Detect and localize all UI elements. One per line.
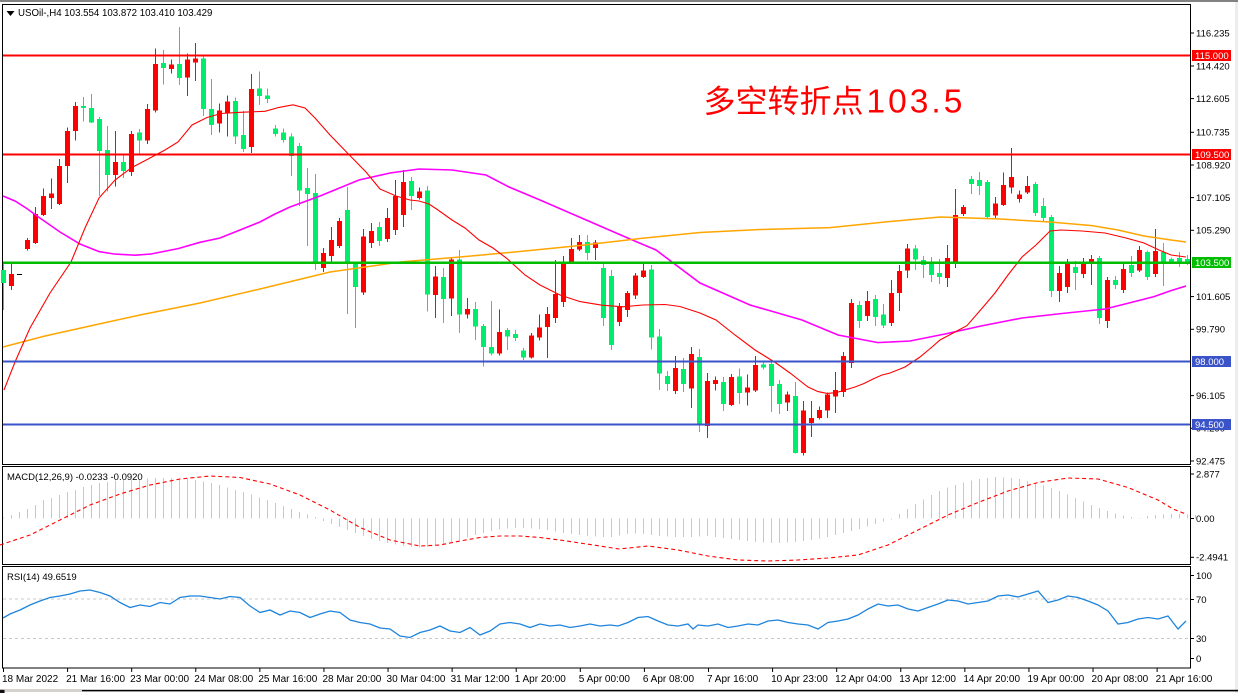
svg-text:13 Apr 12:00: 13 Apr 12:00 — [899, 674, 956, 685]
svg-text:107.105: 107.105 — [1196, 193, 1230, 204]
svg-text:108.920: 108.920 — [1196, 160, 1230, 171]
svg-text:5 Apr 00:00: 5 Apr 00:00 — [579, 674, 631, 685]
svg-text:101.605: 101.605 — [1196, 292, 1230, 303]
svg-text:115.000: 115.000 — [1195, 51, 1229, 62]
svg-text:14 Apr 20:00: 14 Apr 20:00 — [963, 674, 1020, 685]
svg-text:12 Apr 04:00: 12 Apr 04:00 — [835, 674, 892, 685]
svg-text:25 Mar 16:00: 25 Mar 16:00 — [258, 674, 317, 685]
svg-text:98.000: 98.000 — [1195, 357, 1224, 368]
svg-text:103.5: 103.5 — [867, 84, 966, 121]
svg-text:103.500: 103.500 — [1195, 258, 1229, 269]
svg-text:96.105: 96.105 — [1196, 391, 1225, 402]
svg-text:116.235: 116.235 — [1196, 28, 1230, 39]
svg-text:1 Apr 20:00: 1 Apr 20:00 — [515, 674, 567, 685]
svg-text:112.605: 112.605 — [1196, 94, 1230, 105]
svg-text:109.500: 109.500 — [1195, 150, 1229, 161]
svg-text:7 Apr 16:00: 7 Apr 16:00 — [707, 674, 759, 685]
svg-text:USOil-,H4 103.554 103.872 103: USOil-,H4 103.554 103.872 103.410 103.42… — [18, 8, 212, 19]
svg-text:110.735: 110.735 — [1196, 128, 1230, 139]
svg-text:92.475: 92.475 — [1196, 456, 1225, 467]
svg-text:2.877: 2.877 — [1196, 469, 1220, 480]
svg-text:100: 100 — [1196, 571, 1212, 582]
svg-text:10 Apr 23:00: 10 Apr 23:00 — [771, 674, 828, 685]
svg-text:24 Mar 08:00: 24 Mar 08:00 — [194, 674, 253, 685]
svg-text:18 Mar 2022: 18 Mar 2022 — [2, 674, 59, 685]
svg-text:105.290: 105.290 — [1196, 226, 1230, 237]
svg-text:6 Apr 08:00: 6 Apr 08:00 — [643, 674, 695, 685]
svg-text:94.500: 94.500 — [1195, 420, 1224, 431]
svg-text:0.00: 0.00 — [1196, 514, 1215, 525]
svg-text:23 Mar 00:00: 23 Mar 00:00 — [130, 674, 189, 685]
svg-text:21 Mar 16:00: 21 Mar 16:00 — [66, 674, 125, 685]
svg-text:20 Apr 08:00: 20 Apr 08:00 — [1092, 674, 1149, 685]
svg-text:MACD(12,26,9) -0.0233 -0.0920: MACD(12,26,9) -0.0233 -0.0920 — [7, 472, 143, 483]
svg-text:RSI(14) 49.6519: RSI(14) 49.6519 — [7, 572, 77, 583]
svg-text:0: 0 — [1196, 654, 1201, 665]
svg-text:30: 30 — [1196, 634, 1207, 645]
svg-text:28 Mar 20:00: 28 Mar 20:00 — [322, 674, 381, 685]
svg-text:-2.4941: -2.4941 — [1196, 553, 1228, 564]
svg-text:114.420: 114.420 — [1196, 61, 1230, 72]
svg-text:19 Apr 00:00: 19 Apr 00:00 — [1027, 674, 1084, 685]
svg-text:99.790: 99.790 — [1196, 325, 1225, 336]
svg-text:21 Apr 16:00: 21 Apr 16:00 — [1156, 674, 1213, 685]
svg-text:70: 70 — [1196, 595, 1207, 606]
svg-text:30 Mar 04:00: 30 Mar 04:00 — [387, 674, 446, 685]
svg-text:31 Mar 12:00: 31 Mar 12:00 — [451, 674, 510, 685]
